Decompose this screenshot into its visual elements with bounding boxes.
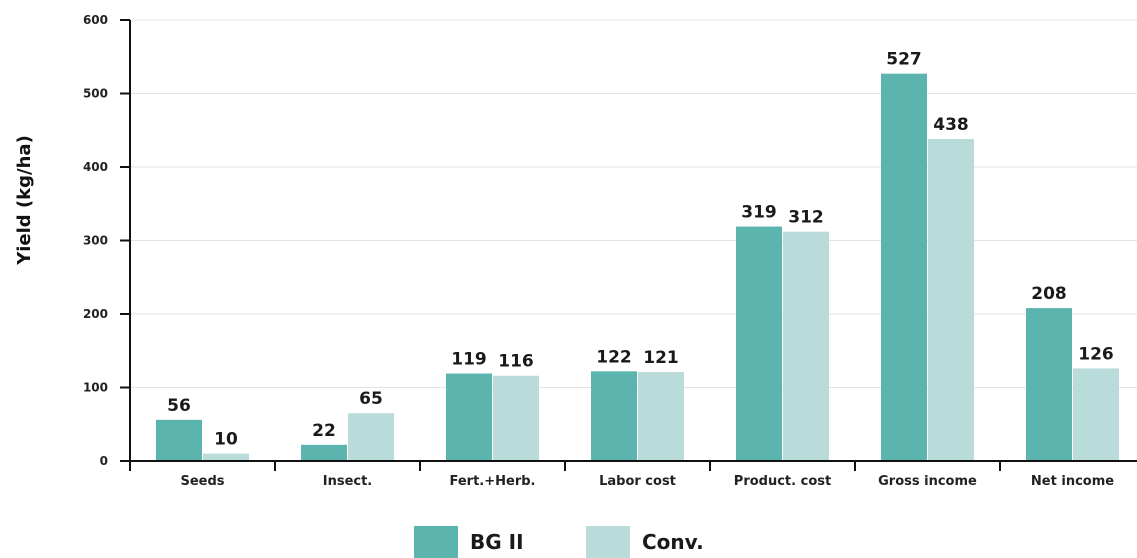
data-label: 438	[933, 115, 969, 135]
data-label: 119	[451, 350, 487, 370]
data-label: 126	[1078, 344, 1114, 364]
x-category-label: Labor cost	[599, 474, 676, 489]
y-tick-label: 500	[83, 87, 108, 101]
legend-label: Conv.	[642, 530, 704, 554]
legend-swatch	[586, 526, 630, 558]
bar-bg2-1	[301, 444, 347, 461]
y-tick-label: 200	[83, 307, 108, 321]
data-label: 208	[1031, 284, 1067, 304]
data-label: 122	[596, 347, 632, 367]
bar-conv-6	[1073, 368, 1119, 461]
bar-bg2-6	[1026, 308, 1072, 461]
data-label: 121	[643, 348, 679, 368]
bars	[156, 73, 1119, 461]
legend-label: BG II	[470, 530, 524, 554]
x-category-label: Fert.+Herb.	[450, 474, 536, 489]
bar-conv-4	[783, 231, 829, 461]
data-label: 56	[167, 396, 191, 416]
bar-conv-5	[928, 139, 974, 461]
data-label: 116	[498, 352, 534, 372]
x-category-label: Gross income	[878, 474, 977, 489]
bar-conv-3	[638, 372, 684, 461]
bar-bg2-2	[446, 373, 492, 461]
x-category-label: Net income	[1031, 474, 1114, 489]
data-label: 10	[214, 430, 238, 450]
x-category-label: Product. cost	[734, 474, 831, 489]
legend-swatch	[414, 526, 458, 558]
bar-conv-2	[493, 375, 539, 461]
bar-bg2-4	[736, 226, 782, 461]
data-label: 65	[359, 389, 383, 409]
bar-conv-0	[203, 453, 249, 461]
y-tick-label: 100	[83, 381, 108, 395]
data-labels: 56 10 Seeds 22 65 Insect. 119 116 Fert.+Herb. 122…	[167, 50, 1114, 489]
data-label: 22	[312, 421, 336, 441]
bar-bg2-0	[156, 419, 202, 461]
y-axis-title: Yield (kg/ha)	[14, 135, 35, 266]
y-tick-label: 400	[83, 160, 108, 174]
y-tick-label: 0	[100, 454, 108, 468]
y-tick-label: 600	[83, 13, 108, 27]
data-label: 312	[788, 208, 824, 228]
x-category-label: Insect.	[323, 474, 373, 489]
bar-bg2-5	[881, 73, 927, 461]
bar-bg2-3	[591, 371, 637, 461]
y-tick-label: 300	[83, 234, 108, 248]
data-label: 319	[741, 203, 777, 223]
bar-conv-1	[348, 413, 394, 461]
axis-ticks: 0 100 200 300 400 500 600	[83, 13, 1001, 471]
legend: BG II Conv.	[414, 526, 704, 558]
gridlines	[130, 19, 1137, 388]
x-category-label: Seeds	[180, 474, 224, 489]
data-label: 527	[886, 50, 922, 70]
